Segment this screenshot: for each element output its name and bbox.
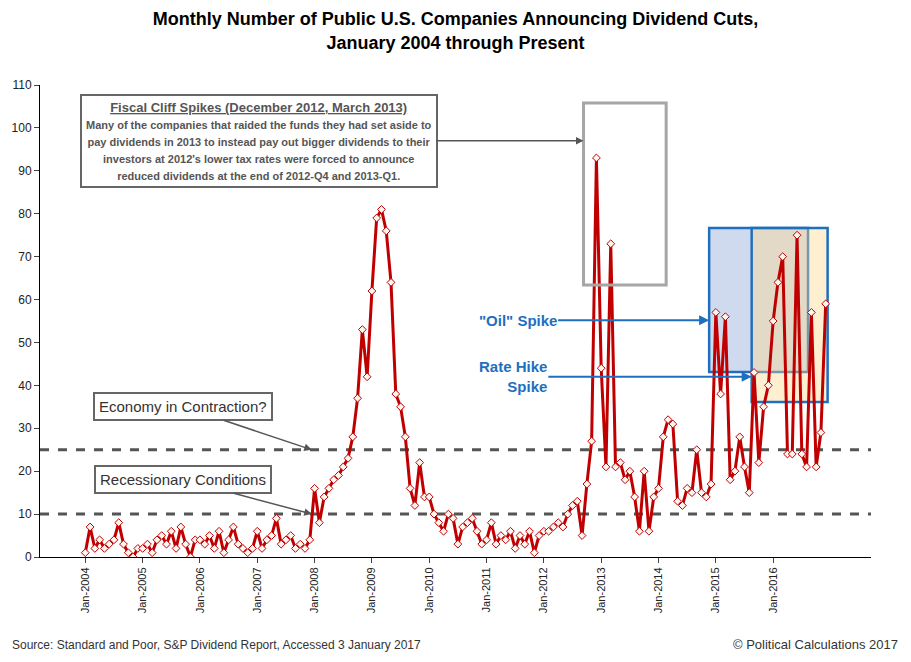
svg-text:20: 20 [18,464,32,478]
svg-text:Jan-2014: Jan-2014 [652,567,664,613]
svg-text:0: 0 [25,550,32,564]
svg-text:Jan-2011: Jan-2011 [480,567,492,612]
svg-text:Jan-2006: Jan-2006 [194,567,206,613]
svg-text:Jan-2007: Jan-2007 [251,567,263,613]
svg-text:Rate HikeSpike: Rate HikeSpike [479,358,547,395]
svg-text:Jan-2016: Jan-2016 [767,567,779,613]
svg-text:60: 60 [18,293,32,307]
svg-text:Jan-2010: Jan-2010 [423,567,435,613]
svg-text:80: 80 [18,207,32,221]
svg-text:Jan-2004: Jan-2004 [79,567,91,613]
svg-text:Economy in Contraction?: Economy in Contraction? [99,398,267,415]
svg-text:Jan-2012: Jan-2012 [537,567,549,613]
svg-text:90: 90 [18,164,32,178]
svg-text:Fiscal Cliff Spikes (December: Fiscal Cliff Spikes (December 2012, Marc… [86,100,432,182]
svg-text:Source: Standard and Poor, S&P: Source: Standard and Poor, S&P Dividend … [12,638,421,652]
svg-text:40: 40 [18,379,32,393]
svg-text:Jan-2008: Jan-2008 [308,567,320,613]
svg-text:Recessionary Conditions: Recessionary Conditions [100,471,266,488]
svg-text:Jan-2009: Jan-2009 [365,567,377,613]
svg-text:"Oil" Spike: "Oil" Spike [479,312,557,329]
svg-text:Monthly Number of Public U.S.: Monthly Number of Public U.S. Companies … [153,9,758,52]
svg-text:Jan-2005: Jan-2005 [136,567,148,613]
svg-text:Jan-2013: Jan-2013 [595,567,607,613]
svg-text:© Political Calculations 2017: © Political Calculations 2017 [733,637,898,652]
svg-text:100: 100 [12,121,32,135]
svg-text:Jan-2015: Jan-2015 [709,567,721,613]
svg-text:50: 50 [18,336,32,350]
svg-text:10: 10 [18,507,32,521]
svg-text:110: 110 [12,78,31,92]
svg-text:30: 30 [18,421,32,435]
svg-text:70: 70 [18,250,32,264]
